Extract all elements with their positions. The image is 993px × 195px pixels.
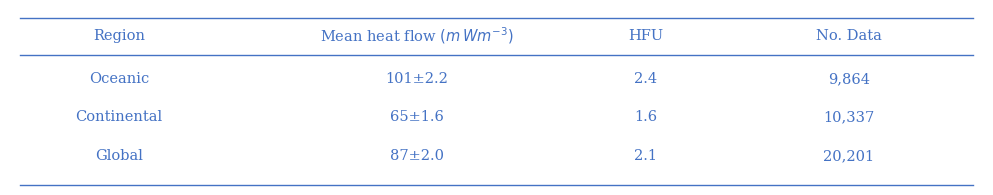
Text: 87±2.0: 87±2.0 bbox=[390, 149, 444, 163]
Text: 65±1.6: 65±1.6 bbox=[390, 110, 444, 124]
Text: 9,864: 9,864 bbox=[828, 72, 870, 86]
Text: 101±2.2: 101±2.2 bbox=[385, 72, 449, 86]
Text: 1.6: 1.6 bbox=[634, 110, 657, 124]
Text: Region: Region bbox=[93, 29, 145, 43]
Text: 2.4: 2.4 bbox=[634, 72, 657, 86]
Text: 20,201: 20,201 bbox=[823, 149, 875, 163]
Text: HFU: HFU bbox=[628, 29, 663, 43]
Text: No. Data: No. Data bbox=[816, 29, 882, 43]
Text: 10,337: 10,337 bbox=[823, 110, 875, 124]
Text: Mean heat flow $(m\,Wm^{-3})$: Mean heat flow $(m\,Wm^{-3})$ bbox=[321, 26, 513, 46]
Text: 2.1: 2.1 bbox=[634, 149, 657, 163]
Text: Continental: Continental bbox=[75, 110, 163, 124]
Text: Global: Global bbox=[95, 149, 143, 163]
Text: Oceanic: Oceanic bbox=[89, 72, 149, 86]
